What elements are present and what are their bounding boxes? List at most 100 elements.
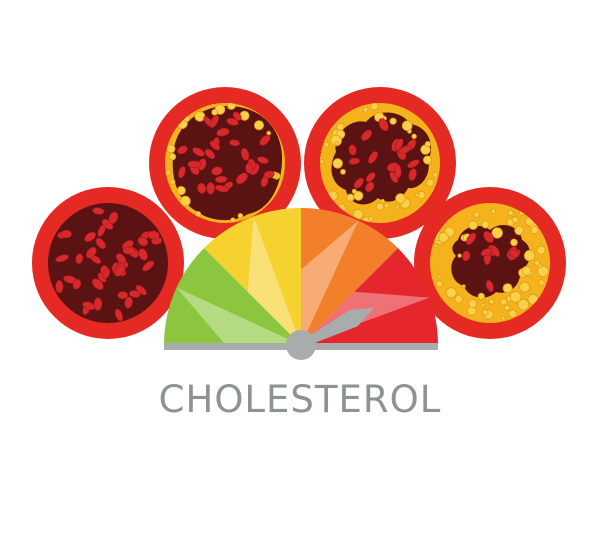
needle-pointer	[299, 307, 375, 348]
gauge-segment-orange-shade	[301, 220, 359, 345]
red-blood-cell	[353, 177, 364, 189]
plaque-bubble	[477, 292, 485, 300]
plaque-bubble	[473, 211, 480, 218]
red-blood-cell	[211, 166, 223, 176]
red-blood-cell	[209, 115, 219, 128]
plaque-bubble	[230, 217, 236, 223]
plaque-bubble	[266, 130, 272, 136]
plaque-bubble	[194, 110, 206, 122]
plaque-bubble	[491, 227, 503, 239]
red-blood-cell	[95, 237, 106, 250]
red-blood-cell	[368, 151, 378, 164]
plaque-bubble	[346, 193, 355, 202]
plaque-bubble	[211, 109, 218, 116]
plaque-bubble	[503, 304, 511, 312]
plaque-bubble	[481, 220, 490, 229]
gauge-needle	[299, 307, 375, 348]
gauge-segment-orange	[301, 207, 398, 345]
plaque-bubble	[165, 169, 172, 176]
red-blood-cell	[117, 291, 129, 300]
plaque-bubble	[437, 274, 442, 279]
plaque-bubble	[488, 298, 495, 305]
plaque-bubble	[375, 202, 385, 211]
plaque-bubble	[330, 134, 343, 147]
red-blood-cell	[124, 296, 133, 309]
plaque-bubble	[353, 190, 364, 201]
red-blood-cell	[361, 129, 373, 141]
plaque-bubble	[530, 225, 539, 235]
plaque-bubble	[168, 152, 177, 161]
red-blood-cell	[348, 144, 357, 156]
plaque-bubble	[401, 120, 413, 132]
red-blood-cell	[466, 232, 477, 245]
plaque-bubble	[481, 302, 486, 308]
plaque-bubble	[395, 193, 406, 204]
plaque-bubbles	[320, 103, 439, 223]
plaque-bubble	[253, 120, 264, 131]
plaque-bubble	[411, 133, 417, 139]
red-blood-cell	[256, 156, 269, 164]
plaque-bubble	[334, 141, 339, 146]
plaque-bubble	[389, 117, 397, 125]
plaque-bubble	[438, 232, 449, 243]
red-blood-cell	[209, 140, 221, 151]
red-blood-cell	[60, 229, 72, 239]
red-blood-cell	[93, 297, 103, 311]
red-blood-cell	[365, 181, 375, 193]
plaque-bubble	[502, 283, 513, 294]
red-blood-cell	[365, 172, 376, 182]
red-blood-cell	[128, 290, 141, 298]
red-blood-cell	[485, 280, 494, 293]
plaque-bubble	[514, 225, 524, 236]
red-blood-cell	[378, 118, 389, 132]
red-blood-cell	[407, 159, 420, 169]
red-blood-cell	[408, 168, 417, 181]
plaque-bubble	[384, 202, 390, 209]
plaque-bubble	[500, 298, 508, 306]
plaque-bubble	[482, 309, 489, 316]
red-blood-cell	[114, 265, 126, 277]
red-blood-cell	[229, 139, 241, 147]
plaque-bubble	[380, 198, 385, 204]
red-blood-cell	[142, 260, 155, 272]
plaque-bubble	[435, 280, 443, 288]
gauge-segment-green	[163, 248, 301, 345]
gauge-segment-yellow-shade	[247, 216, 301, 345]
gauge-hub	[286, 330, 316, 360]
plaque-bubble	[538, 279, 545, 286]
cholesterol-gauge	[163, 207, 438, 360]
plaque-bubble	[490, 208, 497, 214]
red-blood-cell	[75, 253, 84, 264]
red-blood-cell	[197, 182, 207, 194]
plaque-bubble	[508, 309, 518, 318]
red-blood-cell	[122, 247, 136, 255]
red-blood-cells	[55, 207, 163, 322]
plaque-bubble	[507, 209, 514, 216]
plaque-bubble	[169, 179, 176, 185]
plaque-bubble	[323, 141, 330, 148]
plaque-bubble	[445, 287, 457, 299]
plaque-bubble	[467, 299, 478, 309]
plaque-bubble	[457, 253, 462, 258]
plaque-bubble	[461, 284, 466, 289]
red-blood-cell	[259, 134, 271, 146]
plaque-bubble	[176, 186, 186, 196]
red-blood-cell	[84, 231, 97, 242]
red-blood-cells	[348, 118, 420, 193]
plaque-bubble	[454, 295, 463, 304]
plaque-bubble	[536, 245, 546, 255]
plaque-bubble	[511, 216, 519, 224]
red-blood-cell	[72, 278, 82, 290]
red-blood-cell	[483, 231, 494, 243]
red-blood-cell	[85, 246, 97, 259]
red-blood-cell	[55, 280, 64, 294]
plaque-bubble	[537, 265, 549, 278]
plaque-bubble	[320, 159, 325, 164]
red-blood-cell	[137, 236, 149, 247]
red-blood-cell	[204, 148, 216, 160]
red-blood-cell	[91, 278, 104, 291]
red-blood-cell	[348, 157, 360, 165]
red-blood-cell	[138, 248, 148, 261]
plaque-bubble	[500, 315, 506, 321]
